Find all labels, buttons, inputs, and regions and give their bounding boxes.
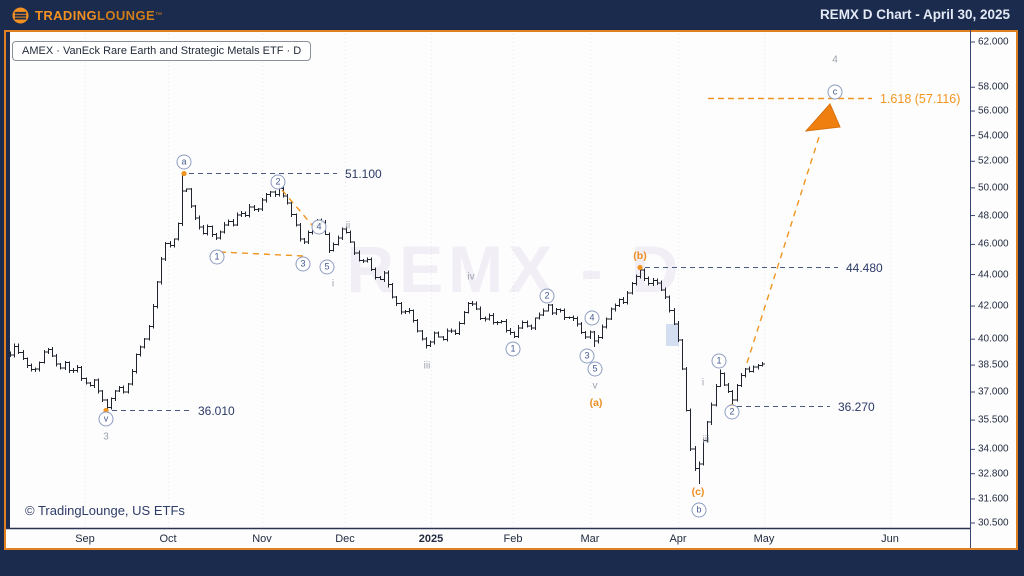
price-tick-label: 32.800 bbox=[978, 468, 1009, 480]
wave-label[interactable]: 3 bbox=[579, 348, 595, 364]
wave-label[interactable]: i bbox=[701, 377, 705, 389]
month-label: Dec bbox=[335, 533, 355, 545]
wave-label[interactable]: c bbox=[827, 84, 843, 100]
logo-text-lounge: LOUNGE bbox=[97, 7, 156, 23]
copyright-text: © TradingLounge, US ETFs bbox=[25, 503, 185, 518]
tradinglounge-logo-icon bbox=[12, 6, 29, 24]
price-tick-label: 44.000 bbox=[978, 269, 1009, 281]
wave-label[interactable]: v bbox=[592, 380, 598, 392]
wave-label[interactable]: 2 bbox=[539, 288, 555, 304]
key-level-label[interactable]: 44.480 bbox=[846, 260, 883, 275]
price-tick-label: 58.000 bbox=[978, 81, 1009, 93]
wave-label[interactable]: 1 bbox=[711, 353, 727, 369]
wave-label[interactable]: b bbox=[691, 502, 707, 518]
wave-label[interactable]: iii bbox=[702, 434, 710, 446]
chart-title: REMX D Chart - April 30, 2025 bbox=[819, 7, 1010, 22]
wave-label[interactable]: a bbox=[176, 154, 192, 170]
month-label: Mar bbox=[580, 533, 600, 545]
month-label: Jun bbox=[881, 533, 899, 545]
month-label: 2025 bbox=[418, 533, 444, 545]
wave-label[interactable]: (c) bbox=[691, 486, 705, 498]
logo-trademark: ™ bbox=[155, 11, 163, 19]
key-level-label[interactable]: 51.100 bbox=[345, 166, 382, 181]
price-tick-label: 62.000 bbox=[978, 36, 1009, 48]
month-label: May bbox=[753, 533, 775, 545]
month-label: Oct bbox=[159, 533, 177, 545]
wave-label[interactable]: 5 bbox=[587, 361, 603, 377]
price-tick-label: 35.500 bbox=[978, 414, 1009, 426]
key-level-label[interactable]: 36.010 bbox=[198, 403, 235, 418]
wave-label[interactable]: 2 bbox=[724, 404, 740, 420]
price-tick-label: 40.000 bbox=[978, 333, 1009, 345]
wave-label[interactable]: 4 bbox=[832, 54, 838, 66]
wave-label[interactable]: 1 bbox=[505, 341, 521, 357]
key-level-label[interactable]: 36.270 bbox=[838, 399, 875, 414]
month-label: Apr bbox=[669, 533, 687, 545]
wave-label[interactable]: (b) bbox=[633, 250, 647, 262]
wave-label[interactable]: (a) bbox=[589, 397, 603, 409]
price-tick-label: 46.000 bbox=[978, 238, 1009, 250]
price-tick-label: 52.000 bbox=[978, 155, 1009, 167]
tradinglounge-logo: TRADING LOUNGE ™ bbox=[12, 5, 162, 25]
wave-label[interactable]: 4 bbox=[311, 219, 327, 235]
wave-label[interactable]: 2 bbox=[270, 174, 286, 190]
wave-label[interactable]: 3 bbox=[295, 256, 311, 272]
price-tick-label: 37.000 bbox=[978, 386, 1009, 398]
price-tick-label: 42.000 bbox=[978, 300, 1009, 312]
wave-label[interactable]: 4 bbox=[584, 310, 600, 326]
wave-label[interactable]: 3 bbox=[103, 431, 109, 443]
price-tick-label: 54.000 bbox=[978, 130, 1009, 142]
price-tick-label: 50.000 bbox=[978, 182, 1009, 194]
wave-label[interactable]: 5 bbox=[319, 259, 335, 275]
symbol-box[interactable]: AMEX · VanEck Rare Earth and Strategic M… bbox=[12, 41, 312, 61]
wave-label[interactable]: iv bbox=[467, 271, 475, 283]
wave-label[interactable]: iii bbox=[423, 360, 431, 372]
time-scale[interactable] bbox=[10, 528, 970, 548]
price-tick-label: 56.000 bbox=[978, 105, 1009, 117]
logo-text-trading: TRADING bbox=[35, 7, 98, 23]
price-tick-label: 34.000 bbox=[978, 443, 1009, 455]
header-bar: TRADING LOUNGE ™ REMX D Chart - April 30, … bbox=[0, 0, 1024, 30]
price-tick-label: 38.500 bbox=[978, 359, 1009, 371]
wave-label[interactable]: ii bbox=[345, 220, 351, 232]
price-tick-label: 30.500 bbox=[978, 517, 1009, 529]
wave-label[interactable]: 1 bbox=[209, 249, 225, 265]
month-label: Nov bbox=[252, 533, 272, 545]
wave-label[interactable]: v bbox=[98, 411, 114, 427]
key-level-label[interactable]: 1.618 (57.116) bbox=[880, 91, 961, 106]
price-tick-label: 48.000 bbox=[978, 210, 1009, 222]
chart-plot-area[interactable] bbox=[10, 33, 970, 528]
month-label: Feb bbox=[503, 533, 523, 545]
price-tick-label: 31.600 bbox=[978, 493, 1009, 505]
month-label: Sep bbox=[75, 533, 95, 545]
wave-label[interactable]: i bbox=[331, 278, 335, 290]
